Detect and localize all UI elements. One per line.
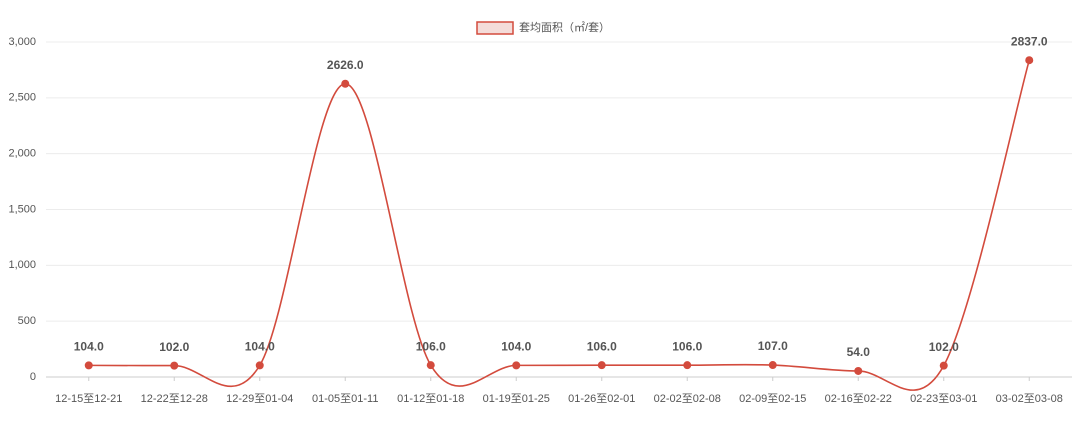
value-label: 102.0 [929,340,959,354]
point [255,361,264,370]
y-tick-label: 2,000 [8,148,36,160]
point [512,361,521,370]
point [768,361,777,370]
value-label: 2626.0 [327,58,364,72]
value-label: 102.0 [159,340,189,354]
point [84,361,93,370]
x-tick-label: 01-26至02-01 [568,393,635,405]
point [597,361,606,370]
point [854,366,863,375]
x-tick-label: 02-23至03-01 [910,393,977,405]
y-tick-label: 0 [30,371,36,383]
x-tick-label: 12-29至01-04 [226,393,293,405]
point [341,79,350,88]
x-tick-label: 12-15至12-21 [55,393,122,405]
value-label: 104.0 [501,340,531,354]
value-label: 107.0 [758,339,788,353]
x-tick-label: 12-22至12-28 [141,393,208,405]
x-tick-label: 01-19至01-25 [483,393,550,405]
x-tick-label: 02-09至02-15 [739,393,806,405]
line [88,59,1031,391]
value-label: 54.0 [847,345,871,359]
x-tick-label: 02-16至02-22 [825,393,892,405]
value-label: 106.0 [587,339,617,353]
y-tick-label: 2,500 [8,92,36,104]
point [170,361,179,370]
y-tick-label: 1,000 [8,259,36,271]
point [939,361,948,370]
value-label: 106.0 [672,339,702,353]
value-label: 106.0 [416,339,446,353]
value-label: 2837.0 [1011,34,1048,48]
point [1025,56,1034,65]
point [683,361,692,370]
y-tick-label: 500 [18,315,36,327]
x-tick-label: 03-02至03-08 [996,393,1063,405]
value-label: 104.0 [74,340,104,354]
legend-swatch [476,21,514,35]
x-tick-label: 01-05至01-11 [312,393,378,405]
y-tick-label: 3,000 [8,36,36,48]
x-tick-label: 01-12至01-18 [397,393,464,405]
x-tick-label: 02-02至02-08 [654,393,721,405]
y-tick-label: 1,500 [8,203,36,215]
legend-label: 套均面积（㎡/套） [519,21,610,34]
value-label: 104.0 [245,340,275,354]
point [426,361,435,370]
